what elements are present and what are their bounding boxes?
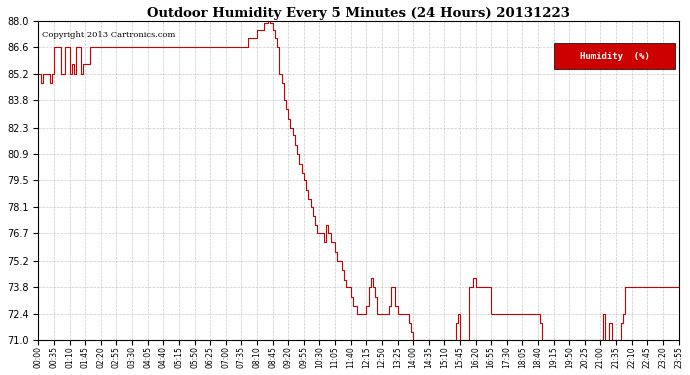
Text: Copyright 2013 Cartronics.com: Copyright 2013 Cartronics.com [41,31,175,39]
Text: Humidity  (%): Humidity (%) [580,52,649,61]
Title: Outdoor Humidity Every 5 Minutes (24 Hours) 20131223: Outdoor Humidity Every 5 Minutes (24 Hou… [147,7,570,20]
FancyBboxPatch shape [554,44,676,69]
